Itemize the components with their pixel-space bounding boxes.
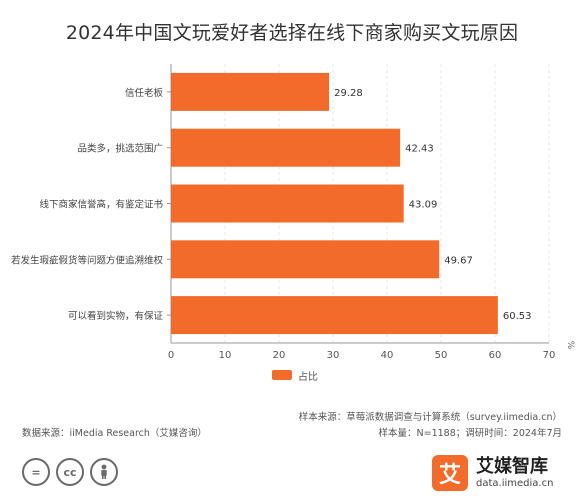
x-tick-label: 30	[327, 350, 340, 361]
legend: 占比	[272, 368, 318, 383]
x-tick-label: 40	[381, 350, 394, 361]
bar-value-label: 43.09	[409, 200, 438, 211]
bar	[171, 128, 401, 167]
x-tick-label: 0	[168, 350, 174, 361]
legend-swatch	[272, 370, 292, 380]
cc-icon: cc	[56, 458, 84, 486]
x-tick-label: 20	[273, 350, 286, 361]
bar-value-label: 60.53	[503, 311, 532, 322]
chart-title: 2024年中国文玩爱好者选择在线下商家购买文玩原因	[65, 22, 519, 44]
bar-value-label: 49.67	[444, 255, 473, 266]
category-label: 品类多，挑选范围广	[77, 143, 163, 155]
bar-value-label: 42.43	[405, 144, 434, 155]
brand: 艾 艾媒智库 data.iimedia.cn	[432, 455, 553, 491]
category-label: 线下商家信誉高，有鉴定证书	[39, 199, 163, 211]
bar	[171, 296, 498, 335]
x-tick-label: 70	[543, 350, 556, 361]
sample-size-note: 样本量：N=1188；调研时间：2024年7月	[378, 428, 562, 439]
equal-icon: =	[22, 458, 50, 486]
person-icon	[90, 458, 118, 486]
data-source-note: 数据来源：iiMedia Research（艾媒咨询）	[22, 428, 207, 439]
bar	[171, 184, 404, 223]
x-unit-label: %	[565, 341, 575, 350]
brand-logo: 艾	[432, 455, 468, 491]
brand-name: 艾媒智库	[476, 455, 548, 477]
x-tick-label: 60	[489, 350, 502, 361]
x-tick-label: 10	[219, 350, 232, 361]
category-label: 信任老板	[125, 87, 164, 99]
license-icons: = cc	[22, 458, 118, 486]
bar	[171, 72, 330, 111]
brand-url: data.iimedia.cn	[476, 477, 554, 489]
sample-source-note: 样本来源：草莓派数据调查与计算系统（survey.iimedia.cn）	[298, 412, 562, 423]
category-label: 若发生瑕疵假货等问题方便追溯维权	[11, 254, 164, 266]
category-label: 可以看到实物，有保证	[68, 310, 164, 322]
legend-label: 占比	[298, 371, 318, 383]
x-tick-label: 50	[435, 350, 448, 361]
bar-value-label: 29.28	[334, 88, 363, 99]
bar	[171, 240, 440, 279]
